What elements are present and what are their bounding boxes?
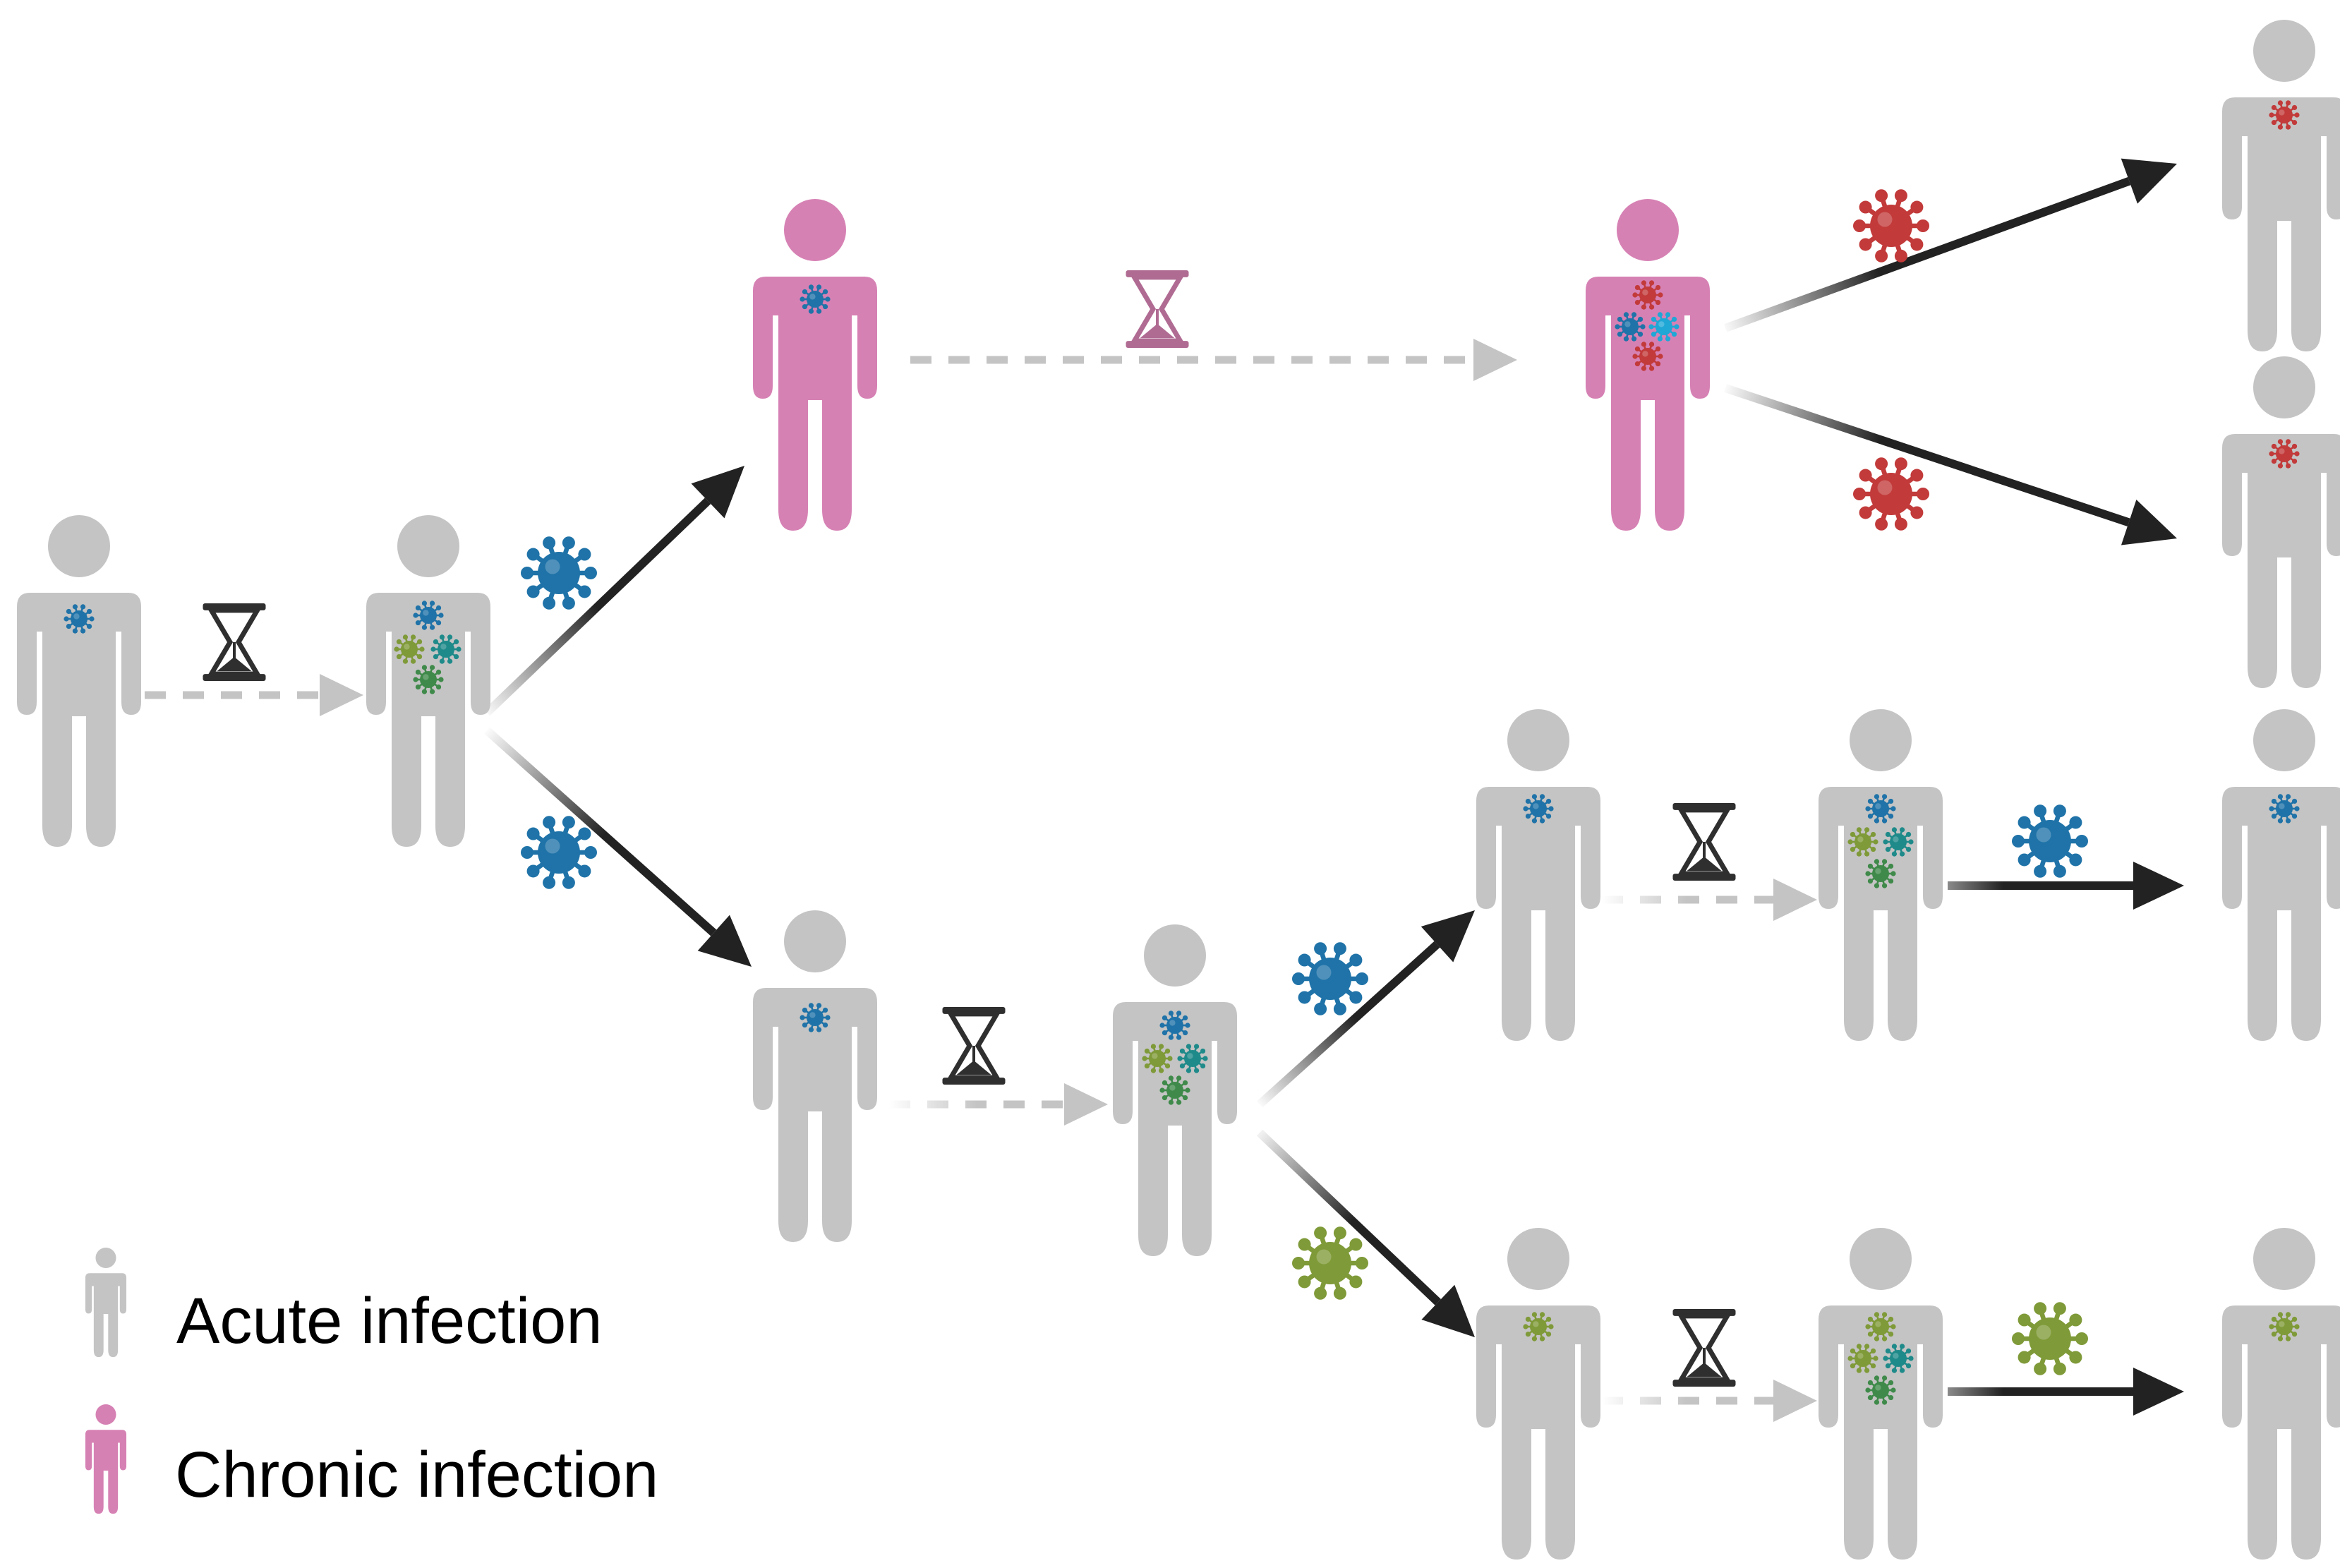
person-acute-10 <box>2222 1228 2340 1560</box>
person-acute-8 <box>1476 1228 1600 1560</box>
virus-icon <box>394 634 425 664</box>
virus-icon-olive <box>2012 1302 2088 1375</box>
dashed-arrow-3 <box>1602 879 1817 921</box>
arrow-chronic-lower <box>1724 384 2177 545</box>
person-chronic-2 <box>1586 199 1710 531</box>
legend-acute-person-icon <box>85 1248 127 1358</box>
virus-icon <box>413 665 444 694</box>
person-acute-1 <box>17 515 141 847</box>
virus-icon <box>800 1003 831 1032</box>
person-acute-9 <box>1819 1228 1943 1560</box>
hourglass-icon-chronic <box>1126 270 1189 348</box>
person-acute-4 <box>1113 924 1237 1256</box>
dashed-arrow-chronic <box>910 339 1517 381</box>
person-acute-7 <box>2222 709 2340 1041</box>
virus-icon <box>2269 439 2300 469</box>
person-acute-5 <box>1476 709 1600 1041</box>
arrow-to-acute-branch <box>484 727 752 967</box>
arrow-chronic-upper <box>1723 158 2177 332</box>
virus-icon-blue <box>1292 942 1368 1015</box>
virus-icon <box>800 284 831 314</box>
virus-icon <box>2269 1312 2300 1341</box>
virus-icon <box>1648 312 1679 342</box>
virus-icon <box>1865 859 1896 888</box>
person-acute-6 <box>1819 709 1943 1041</box>
virus-icon-blue <box>521 816 597 889</box>
virus-icon <box>1865 794 1896 824</box>
virus-icon <box>1523 794 1554 824</box>
dashed-arrow-2 <box>889 1083 1108 1126</box>
virus-icon <box>1632 342 1663 371</box>
virus-icon <box>1177 1044 1208 1073</box>
virus-icon-blue <box>2012 804 2088 878</box>
virus-icon-olive <box>1292 1226 1368 1300</box>
virus-icon <box>1615 312 1646 342</box>
arrow-to-olive-branch <box>1256 1129 1475 1337</box>
legend-chronic-label: Chronic infection <box>175 1439 659 1511</box>
virus-icon-red <box>1853 189 1929 263</box>
arrow-blue-right <box>1948 862 2184 910</box>
virus-icon <box>1847 1344 1878 1373</box>
virus-icon <box>1883 827 1914 857</box>
dashed-arrow-1 <box>145 674 363 716</box>
arrow-to-chronic <box>483 466 744 716</box>
virus-icon-red <box>1853 457 1929 531</box>
virus-icon <box>2269 794 2300 824</box>
virus-icon-blue <box>521 536 597 610</box>
arrow-olive-right <box>1948 1368 2184 1416</box>
virus-icon <box>430 634 462 664</box>
virus-icon <box>64 604 95 634</box>
virus-icon <box>1883 1344 1914 1373</box>
legend-acute-label: Acute infection <box>176 1285 603 1357</box>
virus-icon <box>413 601 444 630</box>
person-chronic-1 <box>753 199 877 531</box>
virus-icon <box>1865 1375 1896 1405</box>
arrow-to-blue-branch <box>1256 910 1475 1108</box>
hourglass-icon <box>203 603 266 681</box>
hourglass-icon <box>1672 803 1736 881</box>
virus-icon <box>1159 1075 1190 1105</box>
hourglass-icon <box>1672 1309 1736 1387</box>
hourglass-icon <box>942 1007 1006 1085</box>
person-acute-mid-right <box>2222 356 2340 688</box>
virus-icon <box>1632 280 1663 310</box>
virus-icon <box>1523 1312 1554 1341</box>
virus-icon <box>1865 1312 1896 1341</box>
virus-icon <box>1159 1011 1190 1040</box>
dashed-arrow-4 <box>1602 1380 1817 1422</box>
legend-chronic-person-icon <box>85 1404 127 1514</box>
virus-icon <box>1847 827 1878 857</box>
virus-icon <box>1142 1044 1173 1073</box>
virus-icon <box>2269 100 2300 130</box>
person-acute-3 <box>753 910 877 1242</box>
person-acute-top-right <box>2222 20 2340 351</box>
